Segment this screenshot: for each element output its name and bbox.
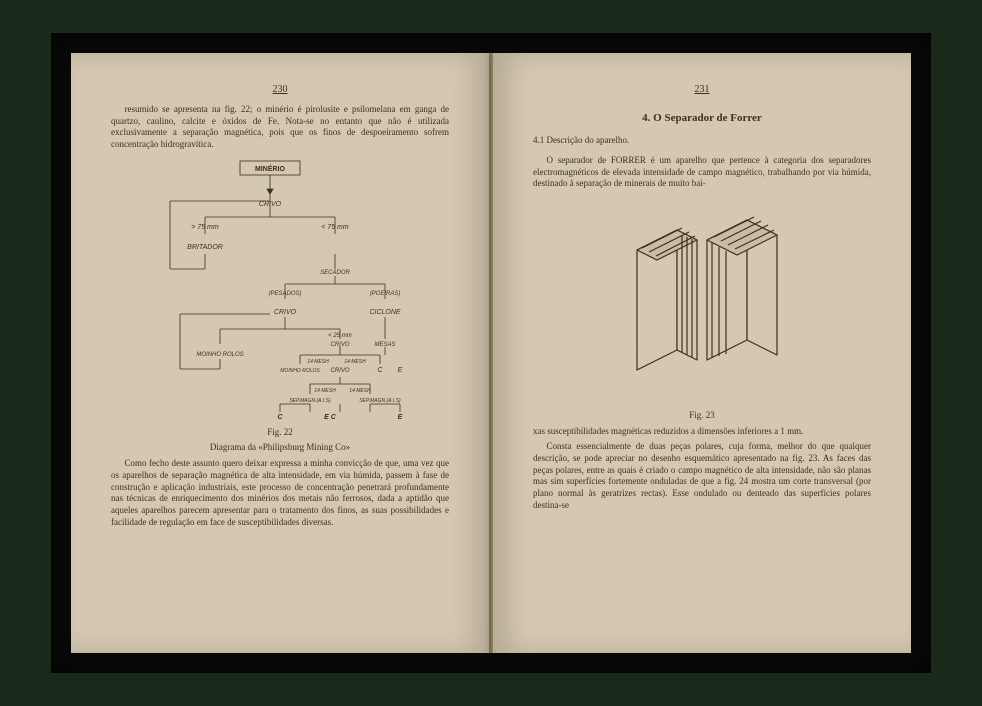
right-para3: Consta essencialmente de duas peças pola…: [533, 441, 871, 511]
flow-c1: C: [377, 367, 383, 374]
flow-mesh3: 14 MESH: [314, 388, 336, 394]
left-conclusion: Como fecho deste assunto quero deixar ex…: [111, 458, 449, 528]
flow-crivo1: CRIVO: [259, 201, 282, 208]
flow-poeiras: (POEIRAS): [370, 291, 401, 297]
section-title: 4. O Separador de Forrer: [533, 111, 871, 125]
fig23-caption: Fig. 23: [533, 410, 871, 422]
left-page: 230 resumido se apresenta na fig. 22; o …: [71, 53, 491, 653]
flow-mesh4: 14 MESH: [349, 388, 371, 394]
flow-sep2: SEP.MAGN.(A.I.S): [359, 398, 401, 404]
page-number-left: 230: [111, 83, 449, 96]
flow-pesados: (PESADOS): [268, 291, 301, 297]
flow-crivo2: CRIVO: [274, 309, 297, 316]
left-intro-para: resumido se apresenta na fig. 22; o miné…: [111, 104, 449, 151]
flow-e1: E: [398, 367, 403, 374]
flow-britador: BRITADOR: [187, 244, 223, 251]
fig22-caption: Fig. 22: [111, 427, 449, 439]
flow-c2: C: [277, 414, 283, 419]
flow-mesh2: 14 MESH: [344, 359, 366, 365]
book-spread: 230 resumido se apresenta na fig. 22; o …: [51, 33, 931, 673]
fig22-subcaption: Diagrama da «Philipsburg Mining Co»: [111, 442, 449, 454]
flow-secador: SECADOR: [320, 270, 350, 276]
flow-sep1: SEP.MAGN.(A.I.S): [289, 398, 331, 404]
right-para1: O separador de FORRER é um aparelho que …: [533, 155, 871, 190]
flowchart-svg: MINÉRIO CRIVO > 75 mm < 75 mm BRITADOR S…: [130, 159, 430, 419]
flow-mesas: MESAS: [374, 342, 395, 348]
flow-ec: E C: [324, 414, 337, 419]
right-page: 231 4. O Separador de Forrer 4.1 Descriç…: [491, 53, 911, 653]
flow-moinho1: MOINHO ROLOS: [196, 352, 243, 358]
flow-mesh1: 14 MESH: [307, 359, 329, 365]
flow-e2: E: [398, 414, 403, 419]
flow-gt75: > 75 mm: [191, 224, 219, 231]
flow-diagram: MINÉRIO CRIVO > 75 mm < 75 mm BRITADOR S…: [111, 159, 449, 419]
page-number-right: 231: [533, 83, 871, 96]
flow-minerio: MINÉRIO: [255, 164, 286, 173]
flow-ciclone: CICLONE: [369, 309, 400, 316]
fig23-svg: [607, 200, 797, 400]
flow-lt25: < 25 mm: [328, 333, 352, 339]
flow-crivo4: CRIVO: [330, 368, 349, 374]
flow-lt75: < 75 mm: [321, 224, 349, 231]
right-para2: xas susceptibilidades magnéticas reduzid…: [533, 426, 871, 438]
subsection-title: 4.1 Descrição do aparelho.: [533, 135, 871, 147]
flow-crivo3: CRIVO: [330, 342, 349, 348]
flow-moinho2: MOINHO ROLOS: [280, 368, 320, 374]
